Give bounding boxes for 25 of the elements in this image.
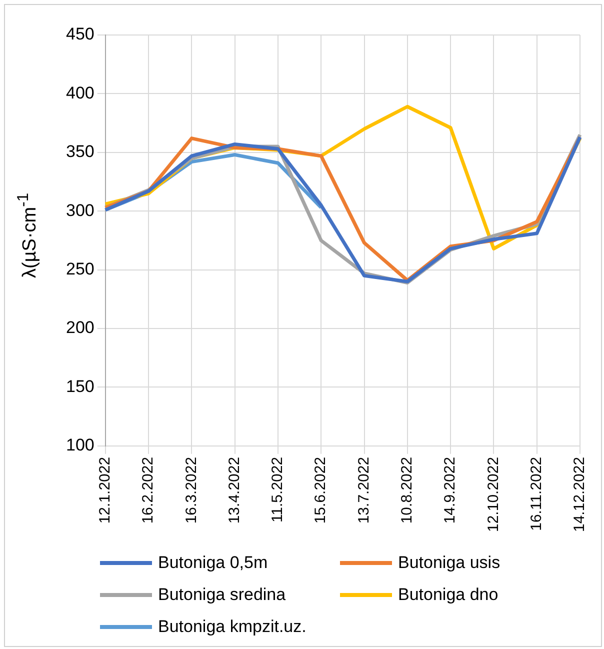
legend-label: Butoniga usis bbox=[398, 553, 500, 573]
x-tick-label: 14.12.2022 bbox=[571, 456, 588, 532]
x-tick-label: 16.2.2022 bbox=[140, 456, 157, 524]
y-tick-label: 250 bbox=[66, 260, 94, 279]
legend-label: Butoniga 0,5m bbox=[158, 553, 268, 573]
x-tick-label: 16.11.2022 bbox=[528, 456, 545, 531]
y-tick-label: 100 bbox=[66, 436, 94, 455]
legend-label: Butoniga dno bbox=[398, 585, 498, 605]
x-tick-label: 12.1.2022 bbox=[96, 456, 114, 524]
x-tick-label: 13.7.2022 bbox=[355, 456, 372, 524]
x-tick-label: 12.10.2022 bbox=[484, 456, 502, 532]
legend-label: Butoniga kmpzit.uz. bbox=[158, 617, 306, 637]
x-tick-label: 13.4.2022 bbox=[226, 456, 243, 524]
x-tick-label: 10.8.2022 bbox=[398, 456, 416, 524]
x-tick-label: 11.5.2022 bbox=[269, 456, 286, 523]
y-tick-label: 450 bbox=[66, 24, 94, 44]
legend-label: Butoniga sredina bbox=[158, 585, 286, 605]
y-tick-label: 300 bbox=[66, 200, 94, 220]
y-tick-label: 150 bbox=[66, 376, 94, 396]
x-tick-label: 15.6.2022 bbox=[312, 456, 330, 524]
y-tick-label: 400 bbox=[66, 83, 94, 102]
x-tick-label: 16.3.2022 bbox=[182, 456, 200, 524]
y-tick-label: 350 bbox=[66, 142, 94, 162]
x-tick-label: 14.9.2022 bbox=[442, 456, 459, 524]
y-tick-label: 200 bbox=[66, 318, 94, 338]
